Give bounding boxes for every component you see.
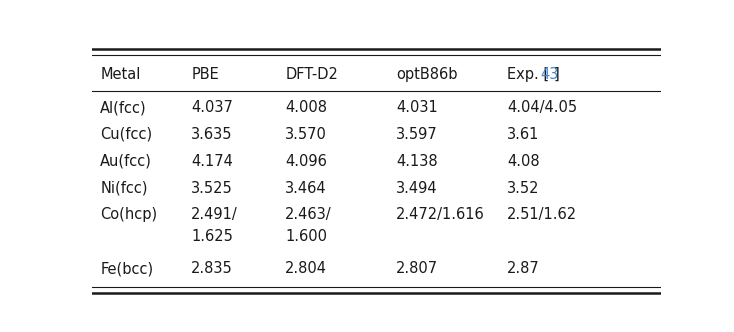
Text: 3.635: 3.635 (192, 127, 233, 142)
Text: 2.804: 2.804 (285, 261, 327, 276)
Text: 2.491/: 2.491/ (192, 208, 238, 222)
Text: Metal: Metal (101, 67, 141, 82)
Text: 3.570: 3.570 (285, 127, 327, 142)
Text: 1.600: 1.600 (285, 229, 327, 244)
Text: 4.037: 4.037 (192, 100, 233, 115)
Text: 4.04/4.05: 4.04/4.05 (507, 100, 577, 115)
Text: 4.08: 4.08 (507, 154, 539, 169)
Text: 1.625: 1.625 (192, 229, 233, 244)
Text: 3.61: 3.61 (507, 127, 539, 142)
Text: 3.52: 3.52 (507, 181, 539, 196)
Text: 3.597: 3.597 (396, 127, 438, 142)
Text: 4.008: 4.008 (285, 100, 327, 115)
Text: 2.51/1.62: 2.51/1.62 (507, 208, 577, 222)
Text: DFT-D2: DFT-D2 (285, 67, 338, 82)
Text: 3.464: 3.464 (285, 181, 327, 196)
Text: Fe(bcc): Fe(bcc) (101, 261, 153, 276)
Text: optB86b: optB86b (396, 67, 457, 82)
Text: 2.835: 2.835 (192, 261, 233, 276)
Text: 4.174: 4.174 (192, 154, 233, 169)
Text: 4.138: 4.138 (396, 154, 437, 169)
Text: Ni(fcc): Ni(fcc) (101, 181, 148, 196)
Text: 43: 43 (540, 67, 559, 82)
Text: Al(fcc): Al(fcc) (101, 100, 147, 115)
Text: Exp. [: Exp. [ (507, 67, 549, 82)
Text: 2.472/1.616: 2.472/1.616 (396, 208, 485, 222)
Text: Co(hcp): Co(hcp) (101, 208, 157, 222)
Text: 2.87: 2.87 (507, 261, 539, 276)
Text: 3.525: 3.525 (192, 181, 233, 196)
Text: 2.807: 2.807 (396, 261, 438, 276)
Text: 4.031: 4.031 (396, 100, 438, 115)
Text: 3.494: 3.494 (396, 181, 437, 196)
Text: ]: ] (553, 67, 559, 82)
Text: PBE: PBE (192, 67, 219, 82)
Text: Au(fcc): Au(fcc) (101, 154, 152, 169)
Text: 2.463/: 2.463/ (285, 208, 332, 222)
Text: Cu(fcc): Cu(fcc) (101, 127, 153, 142)
Text: 4.096: 4.096 (285, 154, 327, 169)
